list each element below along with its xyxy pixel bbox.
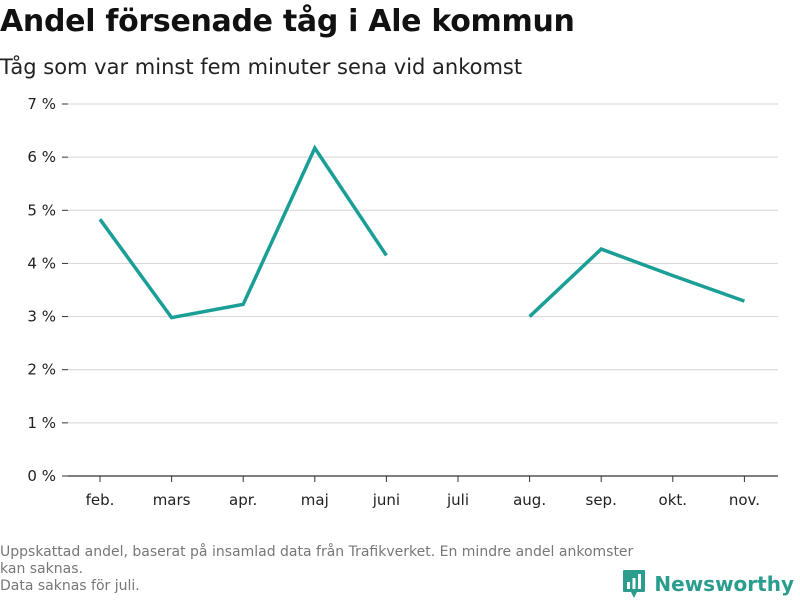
bar-chart-logo-icon: [623, 570, 646, 598]
chart-subtitle: Tåg som var minst fem minuter sena vid a…: [0, 55, 523, 79]
x-tick-label: nov.: [729, 491, 760, 509]
y-tick-label: 0 %: [27, 467, 56, 485]
footnote-line-source: Uppskattad andel, baserat på insamlad da…: [0, 544, 634, 577]
x-tick-label: juli: [446, 491, 469, 509]
x-tick-label: aug.: [513, 491, 546, 509]
y-tick-label: 7 %: [27, 95, 56, 113]
brand-name: Newsworthy: [654, 572, 794, 596]
x-tick-label: mars: [153, 491, 191, 509]
footnote: Uppskattad andel, baserat på insamlad da…: [0, 544, 640, 595]
brand-logo[interactable]: Newsworthy: [622, 568, 794, 600]
y-tick-label: 1 %: [27, 414, 56, 432]
y-tick-label: 4 %: [27, 254, 56, 272]
x-tick-label: okt.: [659, 491, 688, 509]
footnote-line-missing: Data saknas för juli.: [0, 578, 140, 594]
y-tick-label: 5 %: [27, 201, 56, 219]
chart-title: Andel försenade tåg i Ale kommun: [0, 4, 575, 39]
x-tick-label: feb.: [86, 491, 115, 509]
x-tick-label: apr.: [229, 491, 257, 509]
y-tick-label: 2 %: [27, 361, 56, 379]
series-line-segment: [528, 247, 745, 318]
x-tick-label: juni: [372, 491, 400, 509]
line-chart: 0 % 1 % 2 % 3 % 4 % 5 % 6 % 7 % feb. mars apr. maj j…: [27, 95, 778, 509]
x-tick-label: sep.: [586, 491, 617, 509]
x-tick-label: maj: [301, 491, 329, 509]
y-tick-label: 6 %: [27, 148, 56, 166]
series-line-segment: [98, 144, 388, 320]
y-tick-label: 3 %: [27, 308, 56, 326]
